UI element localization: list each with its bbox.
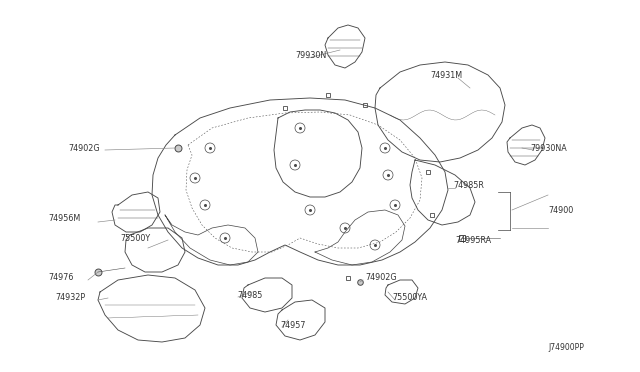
- Text: 74976: 74976: [48, 273, 74, 282]
- Text: 74932P: 74932P: [55, 294, 85, 302]
- Text: J74900PP: J74900PP: [548, 343, 584, 353]
- Text: 74995RA: 74995RA: [455, 235, 491, 244]
- Text: 75500Y: 75500Y: [120, 234, 150, 243]
- Text: 79930N: 79930N: [295, 51, 326, 60]
- Text: 74985R: 74985R: [453, 180, 484, 189]
- Text: 74931M: 74931M: [430, 71, 462, 80]
- Text: 74956M: 74956M: [48, 214, 80, 222]
- Text: 74902G: 74902G: [68, 144, 100, 153]
- Text: 74902G: 74902G: [365, 273, 397, 282]
- Text: 74957: 74957: [280, 321, 305, 330]
- Text: 75500YA: 75500YA: [392, 294, 427, 302]
- Text: 74900: 74900: [548, 205, 573, 215]
- Text: 79930NA: 79930NA: [530, 144, 567, 153]
- Text: 74985: 74985: [237, 291, 262, 299]
